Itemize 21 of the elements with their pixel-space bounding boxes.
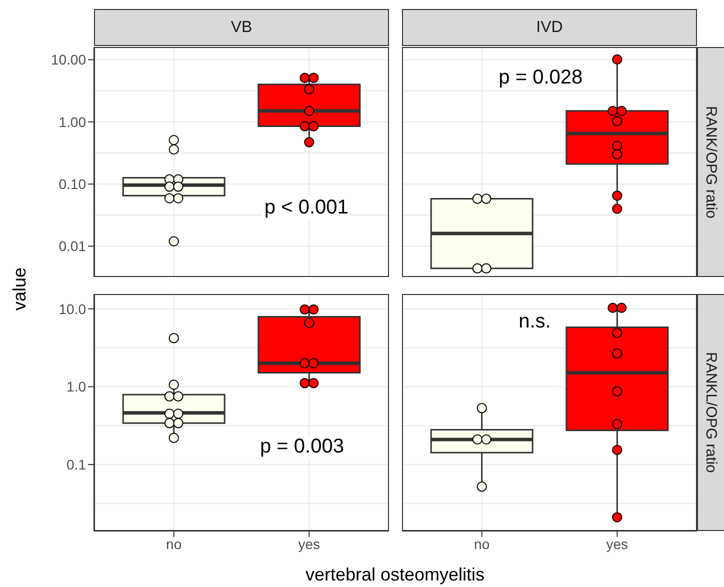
chart-title: IVD xyxy=(402,9,697,46)
y-tick-label: 1.00 xyxy=(58,114,86,130)
x-tick-label: no xyxy=(474,536,490,552)
annotation: n.s. xyxy=(516,310,553,334)
y2-axis-title: RANK/OPG ratio xyxy=(702,106,720,218)
y-tick-label: 10.00 xyxy=(50,52,86,68)
x-tick-label: no xyxy=(166,536,182,552)
x-tick-label: yes xyxy=(298,536,320,552)
y-tick-label: 0.1 xyxy=(66,456,86,472)
y-tick-label: 0.10 xyxy=(58,176,86,192)
y-tick-label: 1.0 xyxy=(66,378,86,395)
chart-title: VB xyxy=(94,9,389,46)
y-tick-label: 0.01 xyxy=(58,238,86,254)
x-tick-label: yes xyxy=(606,536,628,552)
annotation: p < 0.001 xyxy=(262,196,350,220)
annotation: p = 0.028 xyxy=(496,66,585,90)
y-tick-label: 10.0 xyxy=(58,300,86,317)
y-axis-title: value xyxy=(10,267,30,311)
y2-axis-title: RANKL/OPG ratio xyxy=(702,352,720,473)
x-axis-title: vertebral osteomyelitis xyxy=(305,564,485,586)
annotation: p = 0.003 xyxy=(258,435,346,458)
